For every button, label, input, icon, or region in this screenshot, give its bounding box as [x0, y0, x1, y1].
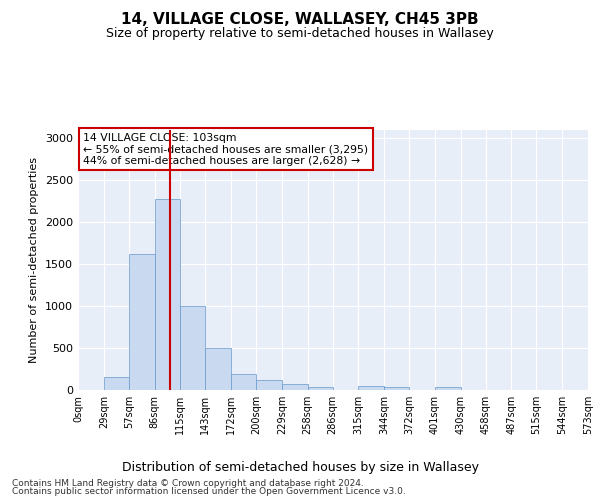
- Bar: [282, 384, 308, 390]
- Bar: [104, 378, 129, 390]
- Bar: [181, 306, 205, 390]
- Bar: [384, 386, 409, 390]
- Y-axis label: Number of semi-detached properties: Number of semi-detached properties: [29, 157, 40, 363]
- Text: Size of property relative to semi-detached houses in Wallasey: Size of property relative to semi-detach…: [106, 28, 494, 40]
- Bar: [205, 348, 231, 390]
- Bar: [155, 199, 181, 390]
- Bar: [256, 380, 282, 390]
- Bar: [358, 386, 384, 390]
- Bar: [231, 374, 256, 390]
- Text: Contains public sector information licensed under the Open Government Licence v3: Contains public sector information licen…: [12, 487, 406, 496]
- Text: Distribution of semi-detached houses by size in Wallasey: Distribution of semi-detached houses by …: [121, 461, 479, 474]
- Text: 14 VILLAGE CLOSE: 103sqm
← 55% of semi-detached houses are smaller (3,295)
44% o: 14 VILLAGE CLOSE: 103sqm ← 55% of semi-d…: [83, 132, 368, 166]
- Bar: [435, 386, 461, 390]
- Text: 14, VILLAGE CLOSE, WALLASEY, CH45 3PB: 14, VILLAGE CLOSE, WALLASEY, CH45 3PB: [121, 12, 479, 28]
- Text: Contains HM Land Registry data © Crown copyright and database right 2024.: Contains HM Land Registry data © Crown c…: [12, 478, 364, 488]
- Bar: [308, 386, 332, 390]
- Bar: [129, 254, 155, 390]
